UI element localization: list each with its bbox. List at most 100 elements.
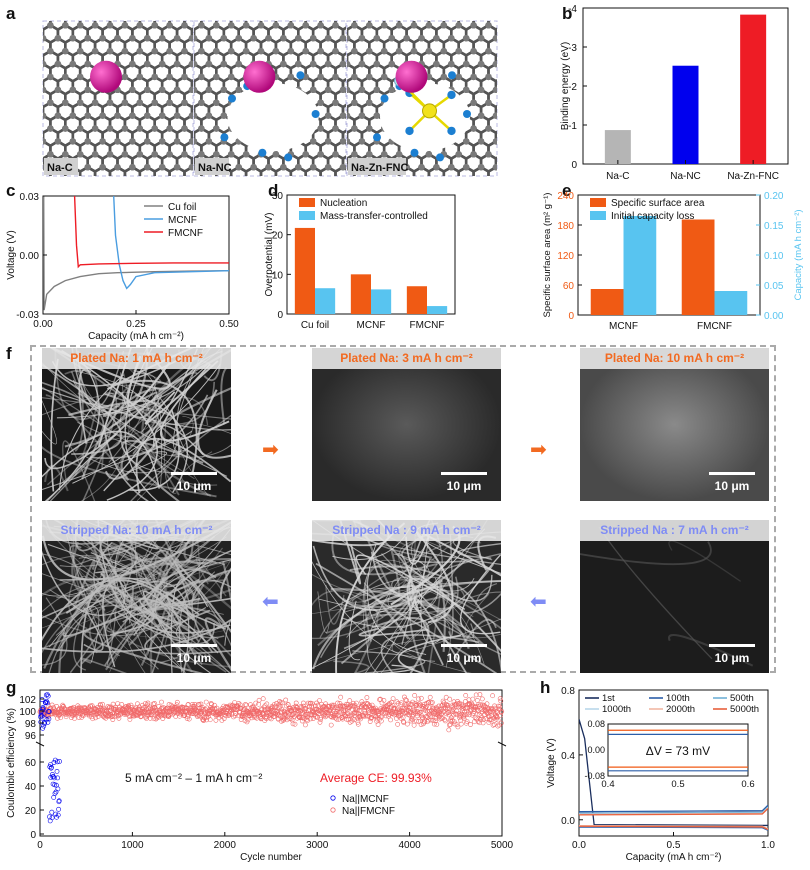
sem-caption: Stripped Na : 9 mA h cm⁻² (312, 520, 501, 541)
carbon-atom (69, 86, 77, 94)
carbon-atom (332, 73, 339, 81)
carbon-atom (62, 22, 69, 29)
carbon-atom (188, 86, 193, 93)
tick-label: -0.08 (584, 771, 605, 781)
hex (190, 156, 193, 170)
carbon-atom (69, 138, 77, 145)
data-point (412, 693, 417, 698)
sem-caption: Plated Na: 3 mA h cm⁻² (312, 348, 501, 369)
carbon-atom (114, 164, 121, 171)
carbon-atom (54, 60, 62, 68)
carbon-atom (69, 35, 77, 42)
bar-d (350, 274, 371, 314)
scale-bar-label: 10 μm (714, 479, 750, 493)
tick-label: 100 (19, 707, 36, 718)
carbon-atom (166, 125, 173, 132)
carbon-atom (121, 151, 129, 158)
lattice (43, 21, 193, 176)
carbon-atom (317, 125, 324, 132)
carbon-atom (181, 151, 188, 158)
carbon-atom (250, 35, 257, 42)
carbon-atom (166, 47, 173, 55)
data-point (283, 697, 289, 703)
series-line-h (579, 806, 768, 814)
carbon-atom (106, 99, 114, 106)
carbon-atom (181, 22, 188, 29)
carbon-atom (84, 112, 91, 119)
carbon-atom (166, 99, 173, 106)
carbon-atom (205, 86, 213, 94)
panel-a-group: Na-C Na-NC Na-Zn-FNC (42, 20, 498, 177)
carbon-atom (159, 138, 166, 145)
data-point (427, 694, 433, 700)
bar-d (294, 227, 315, 314)
tick-label: 0.00 (587, 745, 605, 755)
carbon-atom (295, 60, 302, 68)
carbon-atom (47, 73, 54, 81)
carbon-atom (84, 164, 91, 171)
tick-label: 180 (557, 221, 574, 232)
fiber (598, 526, 713, 660)
data-point (293, 700, 299, 706)
carbon-atom (228, 73, 235, 81)
fiber (42, 400, 57, 445)
tick-label: Na-NC (670, 171, 701, 182)
data-point (388, 717, 393, 723)
scale-bar-label: 10 μm (714, 651, 750, 665)
carbon-atom (181, 99, 188, 106)
axes-c (42, 195, 230, 315)
tick-label: 0 (30, 830, 36, 841)
data-point (53, 789, 59, 795)
tick-label: Specific surface area (611, 198, 705, 209)
carbon-atom (324, 35, 332, 42)
carbon-atom (144, 138, 151, 145)
tick-label: 102 (19, 695, 36, 706)
bar-d (406, 286, 427, 314)
carbon-atom (129, 35, 136, 42)
series-points-fmcnf (37, 692, 505, 733)
carbon-atom (106, 22, 114, 29)
tick-label: Coulombic efficiency (%) (6, 708, 17, 818)
data-point (49, 815, 55, 821)
sem-caption: Plated Na: 10 mA h cm⁻² (580, 348, 769, 369)
carbon-atom (339, 112, 346, 119)
carbon-atom (121, 99, 129, 106)
carbon-atom (242, 47, 250, 55)
carbon-atom (43, 35, 47, 42)
hex (341, 103, 346, 119)
bar-b (672, 65, 699, 164)
carbon-atom (121, 73, 129, 81)
panel-label-e: e (562, 181, 572, 200)
data-point (54, 769, 60, 774)
data-point (463, 693, 469, 698)
sem-image: Stripped Na : 7 mA h cm⁻² 10 μm (580, 520, 769, 673)
data-point (367, 719, 373, 724)
tick-label: 120 (557, 251, 574, 262)
tick-label: 5000th (730, 704, 759, 715)
legend-marker (330, 795, 336, 801)
tick-label: 20 (25, 806, 37, 817)
carbon-atom (194, 138, 198, 145)
carbon-atom (198, 73, 205, 81)
tick-label: 0.0 (572, 840, 586, 851)
carbon-atom (310, 60, 317, 68)
tick-label: 2000 (214, 840, 237, 851)
tick-label: 98 (25, 719, 37, 730)
carbon-atom (91, 151, 99, 158)
tick-label: 0.25 (126, 319, 146, 330)
tick-label: 5 mA cm⁻² – 1 mA h cm⁻² (125, 771, 262, 785)
legend-swatch (590, 211, 606, 220)
hex (341, 52, 346, 68)
carbon-atom (43, 86, 47, 93)
data-point (47, 818, 53, 824)
tick-label: 0.50 (219, 319, 239, 330)
sodium-atom (90, 60, 122, 93)
tick-label: 40 (25, 782, 37, 793)
carbon-atom (287, 22, 294, 29)
hex (190, 27, 193, 41)
tick-label: Voltage (V) (6, 230, 17, 279)
carbon-atom (62, 47, 69, 55)
carbon-atom (302, 47, 309, 55)
carbon-atom (235, 35, 242, 42)
carbon-atom (324, 112, 332, 119)
